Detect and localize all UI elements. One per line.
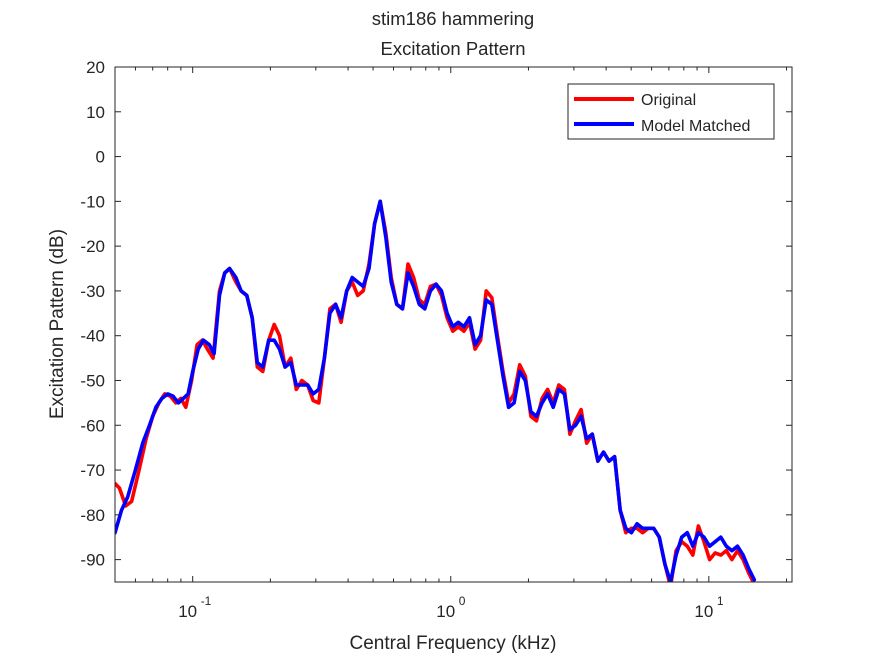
y-tick-label: -40 xyxy=(80,327,105,346)
y-tick-label: 10 xyxy=(86,103,105,122)
legend-label-model-matched: Model Matched xyxy=(641,118,750,135)
x-axis-label: Central Frequency (kHz) xyxy=(350,633,557,654)
y-tick-label: -90 xyxy=(80,551,105,570)
legend-label-original: Original xyxy=(641,92,696,109)
x-tick-label-exponent: -1 xyxy=(201,594,212,608)
x-axis-ticks: 10 -1 10 0 10 1 xyxy=(114,67,788,621)
series-layer xyxy=(115,199,757,582)
y-tick-label: -80 xyxy=(80,506,105,525)
y-tick-label: 0 xyxy=(96,148,105,167)
chart-subtitle: Excitation Pattern xyxy=(381,38,526,59)
x-tick-label: 10 xyxy=(178,602,197,621)
legend-box xyxy=(567,83,775,140)
y-tick-label: -10 xyxy=(80,192,105,211)
chart-title: stim186 hammering xyxy=(372,8,534,29)
y-tick-label: -20 xyxy=(80,237,105,256)
axes-box xyxy=(114,66,793,583)
y-tick-label: -50 xyxy=(80,371,105,390)
y-tick-label: -60 xyxy=(80,416,105,435)
y-tick-label: -30 xyxy=(80,282,105,301)
x-tick-label: 10 xyxy=(694,602,713,621)
x-tick-label-exponent: 1 xyxy=(717,594,724,608)
y-axis-ticks: 20 10 0 -10 -20 -30 -40 -50 -60 -70 -80 -90 xyxy=(80,58,792,570)
y-tick-label: 20 xyxy=(86,58,105,77)
series-line-model-matched xyxy=(115,199,757,582)
x-tick-label-exponent: 0 xyxy=(459,594,466,608)
x-tick-label: 10 xyxy=(436,602,455,621)
y-tick-label: -70 xyxy=(80,461,105,480)
legend: Original Model Matched xyxy=(567,83,775,140)
y-axis-label: Excitation Pattern (dB) xyxy=(47,229,68,419)
